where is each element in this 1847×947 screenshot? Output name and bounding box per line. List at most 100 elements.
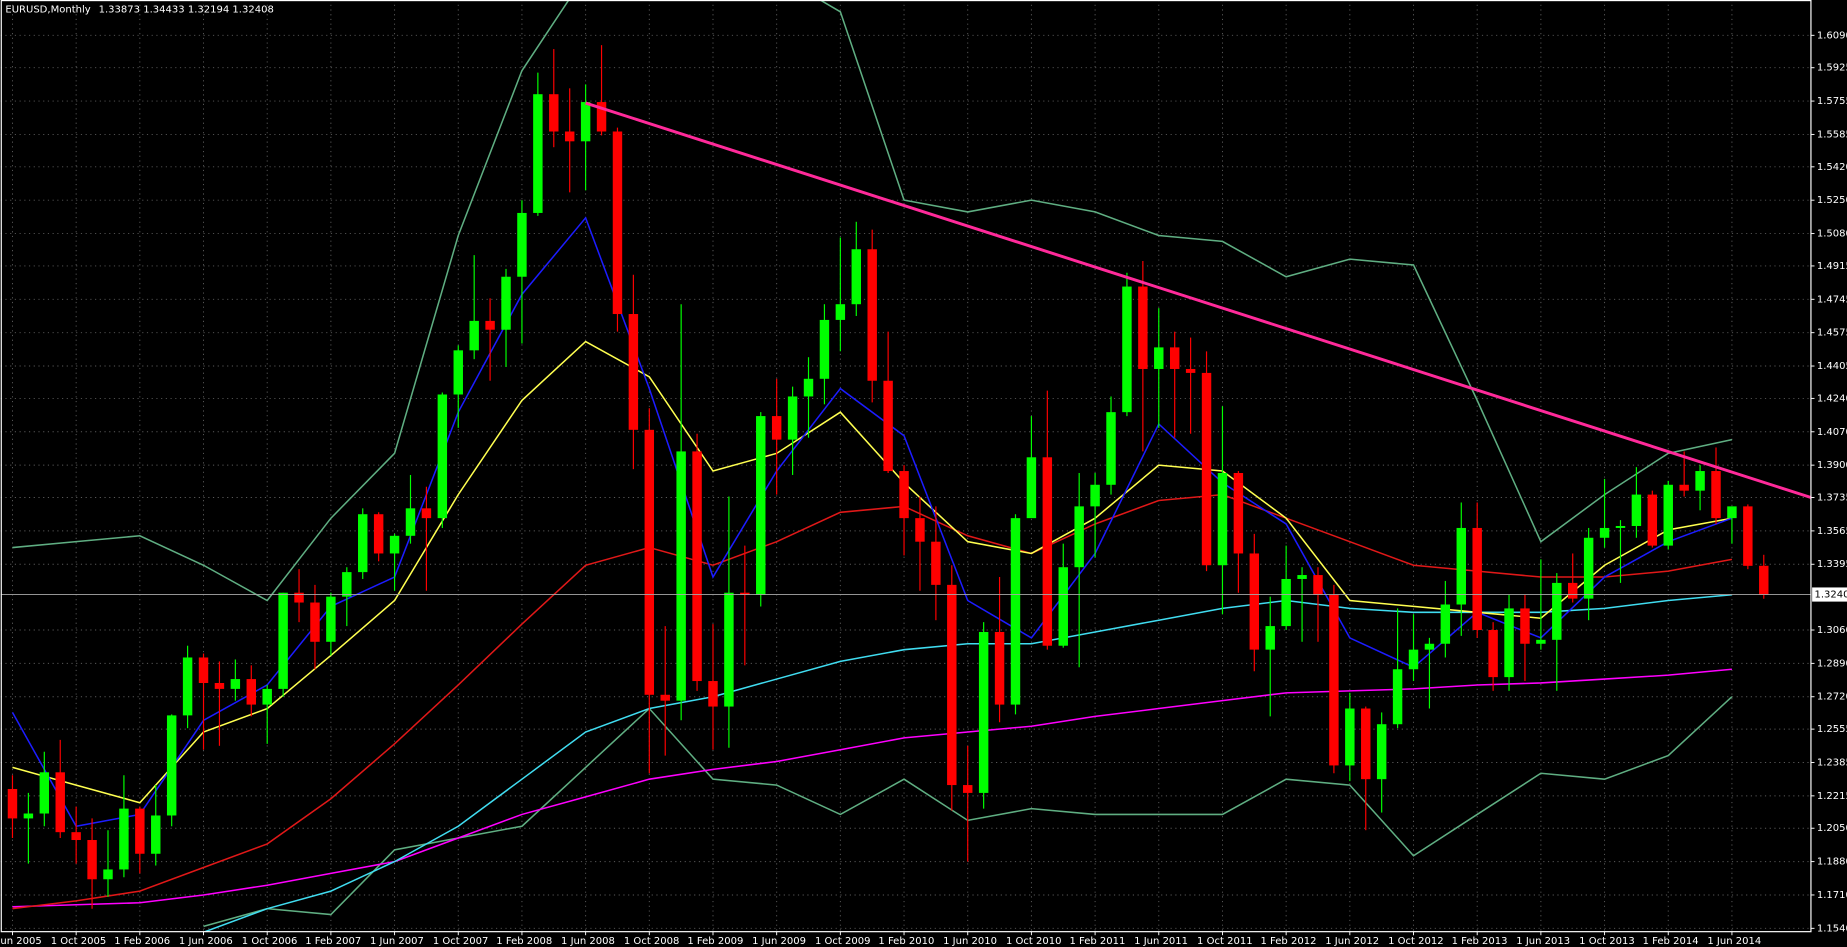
y-tick-label: 1.1540	[1817, 923, 1847, 934]
candle-body	[389, 535, 400, 554]
trend-line	[585, 101, 1811, 499]
candle-body	[1631, 494, 1642, 526]
candle-body	[39, 772, 50, 814]
x-tick-label: 1 Jun 2005	[0, 936, 42, 947]
candle-body	[883, 380, 893, 472]
candle-body	[246, 679, 257, 705]
candle-body	[1010, 518, 1021, 705]
y-tick-label: 1.4240	[1817, 393, 1847, 404]
candle-body	[71, 832, 81, 841]
x-tick-label: 1 Jun 2009	[752, 936, 806, 947]
plot-area	[0, 0, 1811, 932]
candle-body	[1488, 630, 1498, 678]
y-tick-label: 1.2215	[1817, 791, 1847, 802]
candle-body	[1424, 643, 1435, 650]
x-tick-label: 1 Feb 2012	[1261, 936, 1317, 947]
candle-body	[230, 679, 241, 689]
close-value: 1.32408	[232, 4, 273, 15]
y-tick-label: 1.3900	[1817, 460, 1847, 471]
candle-body	[437, 394, 448, 519]
y-tick-label: 1.5080	[1817, 229, 1847, 240]
y-tick-label: 1.2720	[1817, 692, 1847, 703]
candle-body	[55, 772, 65, 833]
y-tick-label: 1.4405	[1817, 361, 1847, 372]
y-tick-label: 1.3395	[1817, 559, 1847, 570]
candle-body	[119, 808, 129, 870]
candle-body	[851, 249, 861, 305]
candle-body	[612, 131, 623, 315]
candle-body	[1074, 506, 1084, 568]
y-tick-label: 1.5420	[1817, 162, 1847, 173]
candle-body	[342, 572, 352, 597]
candle-body	[1440, 604, 1451, 644]
candle-body	[1169, 347, 1180, 369]
candle-body	[963, 785, 973, 793]
y-tick-label: 1.4070	[1817, 427, 1847, 438]
candle-body	[1615, 525, 1626, 528]
candle-body	[1329, 594, 1339, 766]
candle-body	[1552, 582, 1562, 640]
y-tick-label: 1.2050	[1817, 823, 1847, 834]
candle-body	[453, 350, 463, 395]
y-tick-label: 1.1880	[1817, 857, 1847, 868]
x-tick-label: 1 Oct 2011	[1197, 936, 1253, 947]
candle-body	[628, 314, 639, 430]
x-tick-label: 1 Oct 2010	[1006, 936, 1062, 947]
candle-body	[1345, 708, 1355, 766]
candle-body	[485, 320, 495, 330]
candle-body	[1679, 484, 1689, 491]
candle-body	[1106, 412, 1116, 485]
candle-body	[978, 631, 989, 793]
candle-body	[787, 396, 798, 440]
x-tick-label: 1 Feb 2008	[496, 936, 552, 947]
y-tick-label: 1.4745	[1817, 294, 1847, 305]
candle-body	[803, 378, 814, 397]
candle-body	[596, 102, 607, 132]
candle-body	[517, 212, 527, 277]
candle-body	[867, 249, 877, 381]
y-tick-label: 1.5250	[1817, 195, 1847, 206]
x-tick-label: 1 Feb 2009	[687, 936, 743, 947]
candle-body	[198, 657, 209, 684]
x-tick-label: 1 Oct 2007	[433, 936, 489, 947]
candle-body	[310, 602, 320, 642]
candle-body	[1281, 578, 1291, 627]
candle-body	[1376, 724, 1387, 780]
candle-body	[1647, 494, 1658, 546]
candle-body	[182, 657, 193, 716]
candle-body	[1217, 472, 1228, 566]
candle-body	[1392, 669, 1403, 725]
x-tick-label: 1 Jun 2007	[370, 936, 424, 947]
candle-body	[564, 131, 575, 142]
x-tick-label: 1 Jun 2012	[1325, 936, 1379, 947]
y-tick-label: 1.3735	[1817, 493, 1847, 504]
candle-body	[1201, 372, 1212, 566]
y-tick-label: 1.5925	[1817, 63, 1847, 74]
candle-body	[947, 584, 957, 786]
candle-body	[23, 813, 34, 819]
candle-body	[278, 592, 288, 689]
candle-body	[1727, 506, 1737, 519]
candle-body	[1536, 639, 1546, 644]
y-tick-label: 1.2890	[1817, 658, 1847, 669]
candle-body	[1185, 368, 1196, 373]
candle-body	[326, 596, 336, 642]
candle-body	[1695, 471, 1705, 491]
candle-body	[1456, 527, 1466, 605]
candle-body	[87, 840, 97, 880]
indicator-line	[12, 0, 1733, 602]
y-tick-label: 1.4915	[1817, 261, 1847, 272]
candle-body	[469, 320, 479, 351]
candle-body	[724, 592, 734, 707]
candle-body	[1138, 286, 1148, 369]
y-tick-label: 1.3060	[1817, 625, 1847, 636]
candle-body	[660, 694, 670, 701]
candle-body	[1504, 608, 1514, 678]
y-tick-label: 1.2385	[1817, 757, 1847, 768]
candle-body	[1599, 527, 1610, 538]
x-tick-label: 1 Oct 2006	[242, 936, 298, 947]
candle-body	[899, 471, 909, 519]
candle-body	[135, 808, 145, 854]
